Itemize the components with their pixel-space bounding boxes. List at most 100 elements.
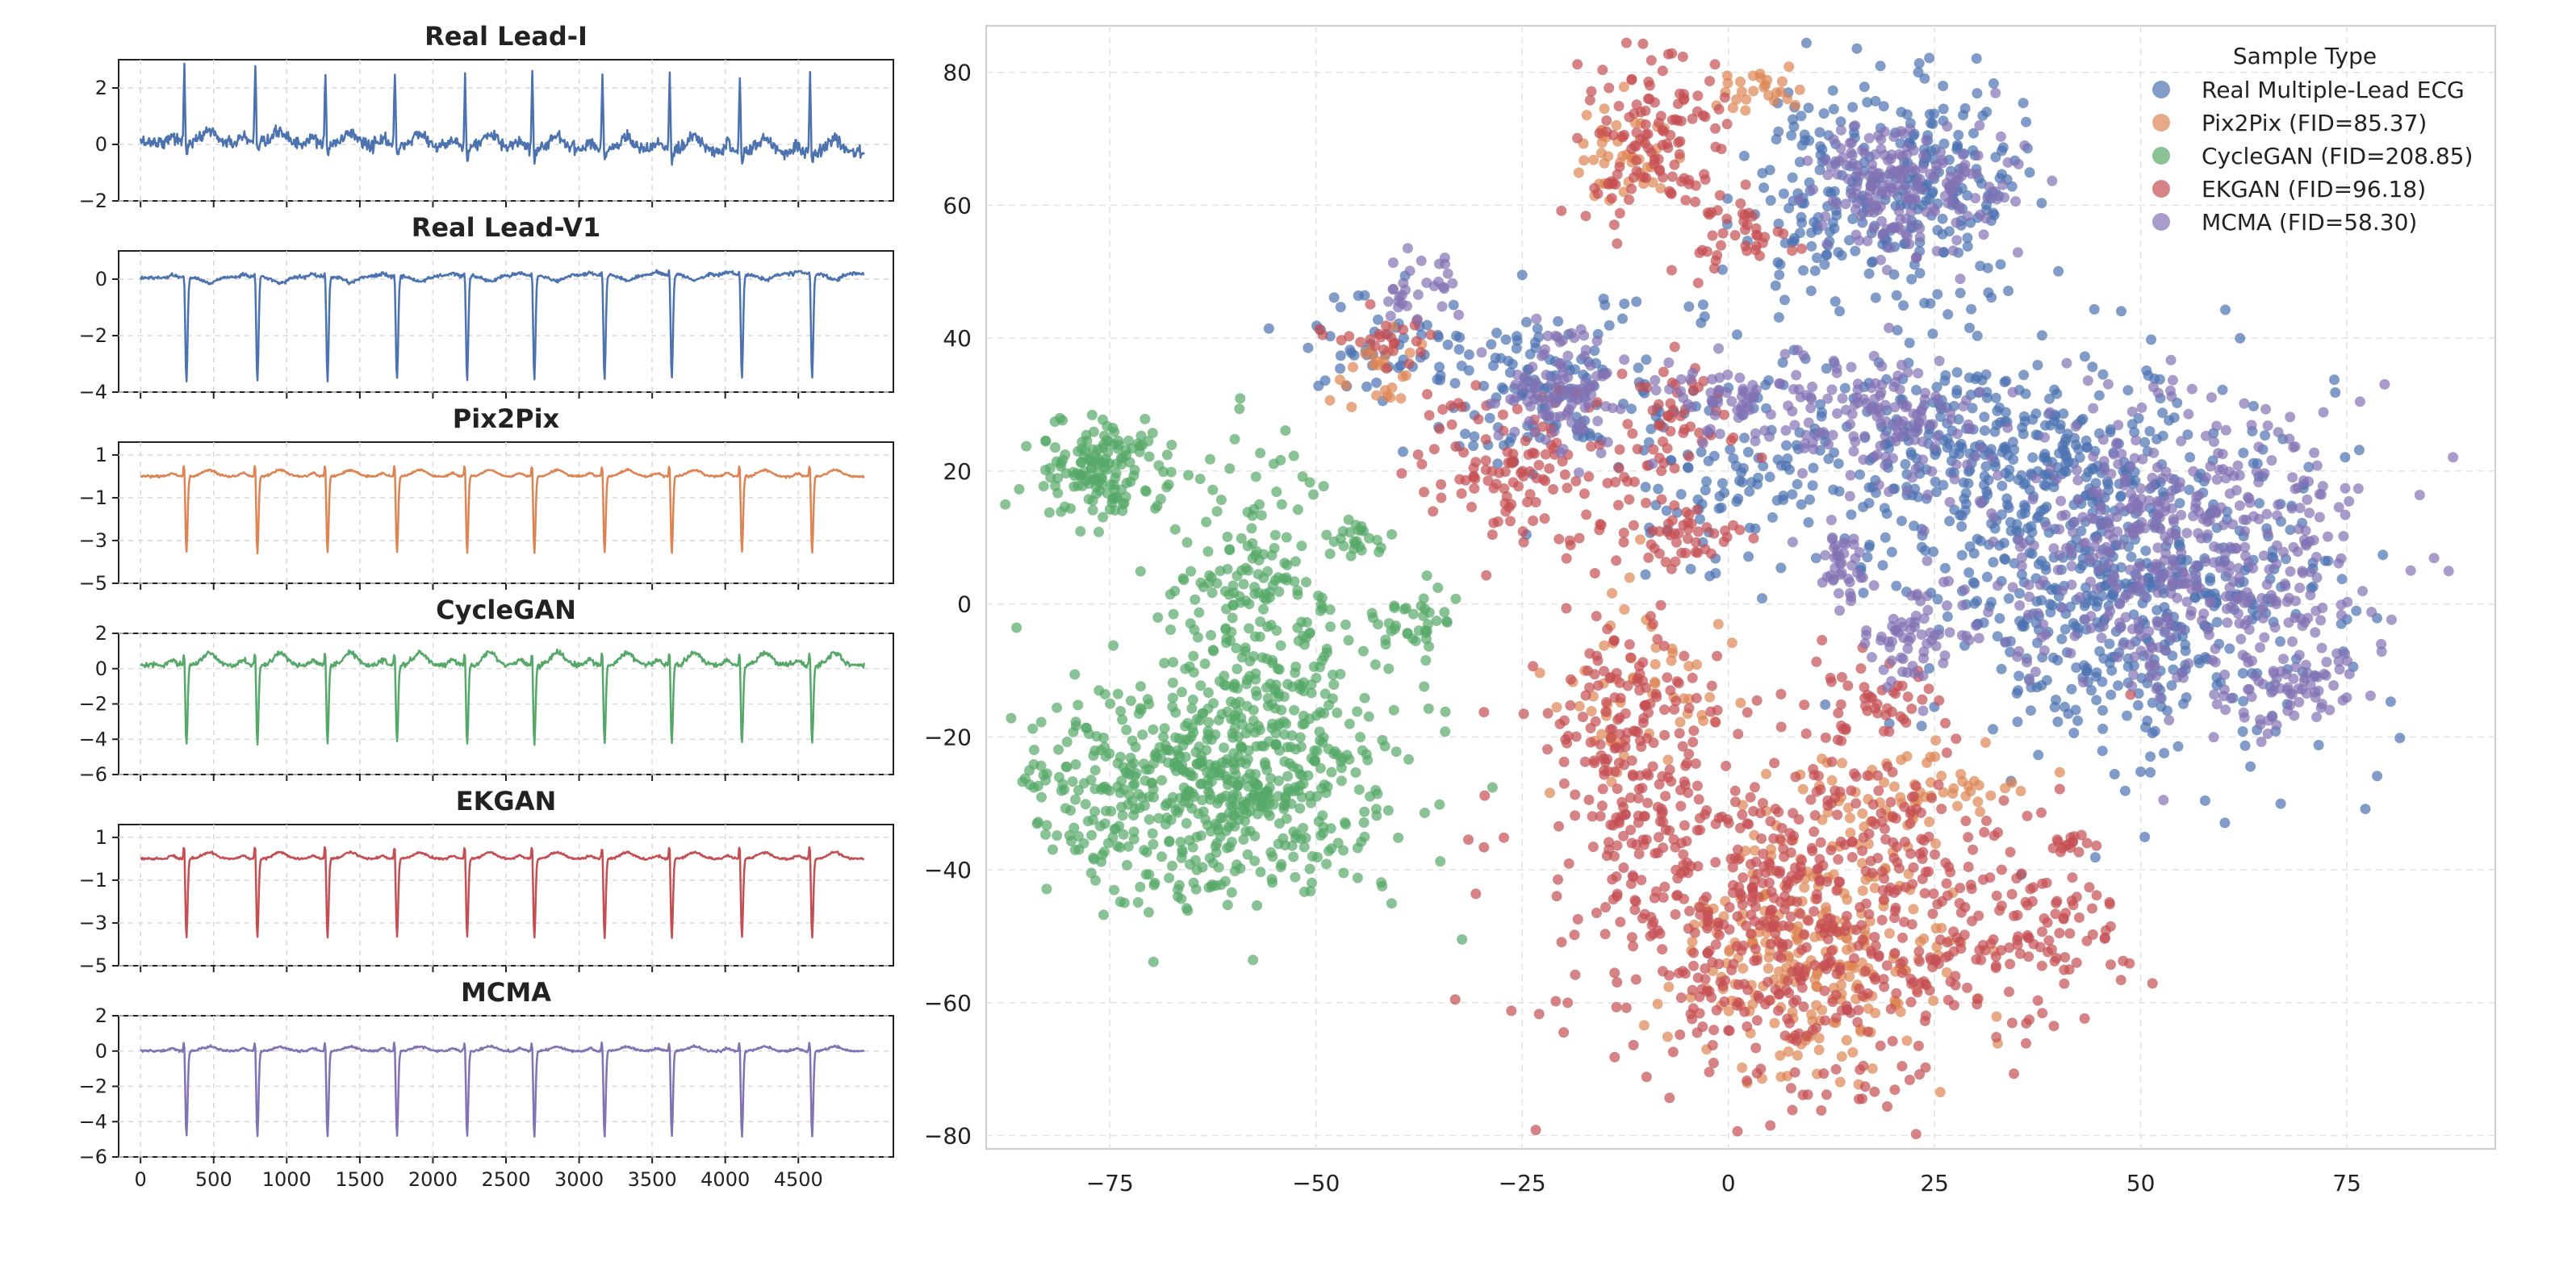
tsne-point <box>1039 481 1049 491</box>
tsne-point <box>1885 883 1896 893</box>
tsne-point <box>1623 681 1633 691</box>
tsne-point <box>1267 658 1278 668</box>
tsne-point <box>1849 953 1859 963</box>
tsne-point <box>1404 358 1415 369</box>
tsne-point <box>1940 858 1951 868</box>
tsne-point <box>2205 597 2215 608</box>
tsne-point <box>1969 578 1980 589</box>
tsne-point <box>2012 688 2022 699</box>
tsne-point <box>1672 873 1683 883</box>
tsne-point <box>2012 910 2022 921</box>
tsne-point <box>1325 549 1336 559</box>
tsne-point <box>1464 349 1474 360</box>
tsne-point <box>2055 784 2065 795</box>
tsne-point <box>1960 791 1971 801</box>
tsne-point <box>2107 576 2118 587</box>
tsne-point <box>1733 845 1743 855</box>
tsne-point <box>1859 81 1870 92</box>
tsne-point <box>1419 486 1429 497</box>
tsne-point <box>1872 770 1883 781</box>
tsne-point <box>1704 692 1715 703</box>
tsne-point <box>1966 304 1976 315</box>
tsne-point <box>1821 363 1832 374</box>
tsne-point <box>2176 436 2186 446</box>
tsne-point <box>1519 537 1529 548</box>
tsne-point <box>2153 388 2164 399</box>
tsne-point <box>1797 140 1808 151</box>
tsne-point <box>1925 952 1935 963</box>
tsne-point <box>1816 1105 1826 1116</box>
tsne-point <box>1271 739 1282 750</box>
tsne-point <box>1181 903 1192 913</box>
tsne-point <box>1787 245 1797 256</box>
tsne-point <box>1907 791 1917 802</box>
tsne-point <box>1950 971 1960 981</box>
tsne-point <box>1693 527 1704 537</box>
tsne-point <box>2190 503 2201 513</box>
tsne-point <box>1470 380 1481 390</box>
tsne-point <box>2133 700 2143 711</box>
tsne-point <box>2049 385 2060 395</box>
tsne-point <box>1773 1005 1784 1016</box>
tsne-point <box>1692 781 1703 791</box>
tsne-point <box>1416 347 1426 357</box>
tsne-point <box>2098 654 2109 664</box>
tsne-point <box>1118 810 1128 821</box>
tsne-point <box>1332 708 1342 718</box>
tsne-point <box>2097 370 2108 380</box>
tsne-point <box>1965 541 1976 552</box>
tsne-point <box>1674 528 1684 539</box>
tsne-point <box>2098 434 2109 445</box>
tsne-point <box>1310 756 1320 766</box>
tsne-point <box>1664 1092 1675 1103</box>
tsne-point <box>1088 505 1098 516</box>
tsne-point <box>1925 985 1935 996</box>
tsne-point <box>1700 974 1711 984</box>
tsne-point <box>1432 583 1443 593</box>
tsne-point <box>2143 626 2154 637</box>
tsne-point <box>1405 348 1416 358</box>
tsne-point <box>1556 206 1566 216</box>
tsne-point <box>1758 182 1769 193</box>
tsne-point <box>1248 716 1259 726</box>
tsne-point <box>1370 659 1381 670</box>
tsne-point <box>1301 577 1311 587</box>
ecg-ytick-label: 0 <box>95 658 107 680</box>
tsne-point <box>1211 729 1221 740</box>
ecg-ytick-label: −4 <box>79 1110 107 1133</box>
tsne-point <box>2219 684 2230 695</box>
tsne-point <box>1068 776 1078 787</box>
ecg-ytick-label: −5 <box>79 954 107 977</box>
tsne-point <box>1737 1063 1747 1073</box>
tsne-point <box>1243 507 1253 517</box>
tsne-point <box>1951 733 1961 744</box>
tsne-point <box>1069 669 1080 679</box>
tsne-point <box>2004 987 2014 997</box>
tsne-point <box>1936 804 1947 814</box>
tsne-point <box>1544 463 1554 474</box>
tsne-point <box>1697 245 1708 256</box>
tsne-point <box>1520 436 1531 446</box>
tsne-point <box>2235 333 2245 344</box>
tsne-point <box>1937 896 1947 907</box>
tsne-point <box>1680 195 1691 206</box>
tsne-point <box>1775 689 1786 699</box>
tsne-point <box>1435 856 1445 866</box>
tsne-point <box>1803 1089 1813 1100</box>
tsne-point <box>2340 452 2350 462</box>
tsne-point <box>1963 478 1974 489</box>
tsne-point <box>1174 880 1185 891</box>
tsne-point <box>1896 958 1906 969</box>
tsne-point <box>1651 689 1662 699</box>
tsne-point <box>1562 997 1573 1008</box>
tsne-point <box>2018 538 2029 549</box>
tsne-point <box>2060 451 2071 461</box>
tsne-point <box>1115 752 1126 762</box>
tsne-point <box>1938 104 1949 115</box>
tsne-point <box>1666 265 1677 275</box>
tsne-point <box>1260 760 1270 770</box>
tsne-point <box>1739 432 1750 443</box>
tsne-point <box>1371 390 1382 401</box>
tsne-point <box>1763 963 1774 974</box>
tsne-point <box>1909 862 1919 873</box>
